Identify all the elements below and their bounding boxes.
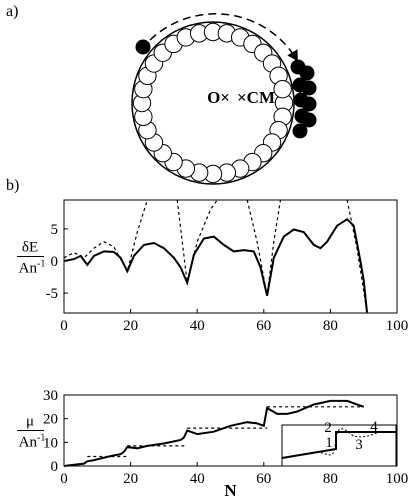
x-tick-label: 80 [323,318,338,334]
adsorbed-particle [292,123,308,139]
panel-label: b) [6,177,19,194]
x-tick-label: 20 [123,471,138,487]
inset-label: 2 [324,420,332,436]
y-tick-label: 30 [43,388,58,404]
x-tick-label: 40 [190,471,205,487]
x-tick-label: 80 [323,471,338,487]
inset-step [281,431,396,459]
x-tick-label: 100 [386,318,409,334]
y-label-numerator: μ [26,414,34,430]
x-tick-label: 100 [386,471,409,487]
y-label-denominator: An [19,261,38,277]
y-tick-label: 20 [43,412,58,428]
x-tick-label: 60 [256,471,271,487]
plot-frame [63,199,398,314]
diagram: O× ×CM [131,13,317,185]
inset-label: 3 [355,437,363,453]
data-line [63,218,368,313]
adsorbed-particle [301,80,317,96]
y-tick-label: 10 [43,435,58,451]
adsorbed-particle [301,96,317,112]
data-line [63,199,148,273]
panel-label: a) [6,3,18,20]
adsorbed-particle [301,112,317,128]
x-axis-label: N [224,481,237,498]
inset-label: 1 [325,435,333,451]
adsorbed-particle [299,65,315,81]
plot-frame [63,394,398,467]
inset-label: 4 [370,419,378,435]
x-tick-label: 0 [60,318,68,334]
origin-label: O× [207,88,230,107]
y-label-exponent: -1 [37,259,45,270]
y-tick-label: -5 [46,286,59,302]
rotation-arrow [149,13,298,62]
inset-curve [316,428,383,456]
y-label-exponent: -1 [37,433,45,444]
data-line [346,199,368,313]
data-line [246,199,282,296]
data-line [63,399,365,467]
x-tick-label: 20 [123,318,138,334]
y-label-numerator: δE [22,240,38,256]
y-tick-label: 5 [51,222,59,238]
y-label-denominator: An [19,435,38,451]
x-tick-label: 40 [190,318,205,334]
x-tick-label: 0 [60,471,68,487]
particle [273,79,292,99]
data-line [176,199,218,283]
x-tick-label: 60 [256,318,271,334]
y-tick-label: 0 [51,459,59,475]
y-tick-label: 0 [51,254,59,270]
adsorbed-particle [135,39,151,55]
cm-label: ×CM [237,88,275,107]
outer-ring [131,21,295,185]
